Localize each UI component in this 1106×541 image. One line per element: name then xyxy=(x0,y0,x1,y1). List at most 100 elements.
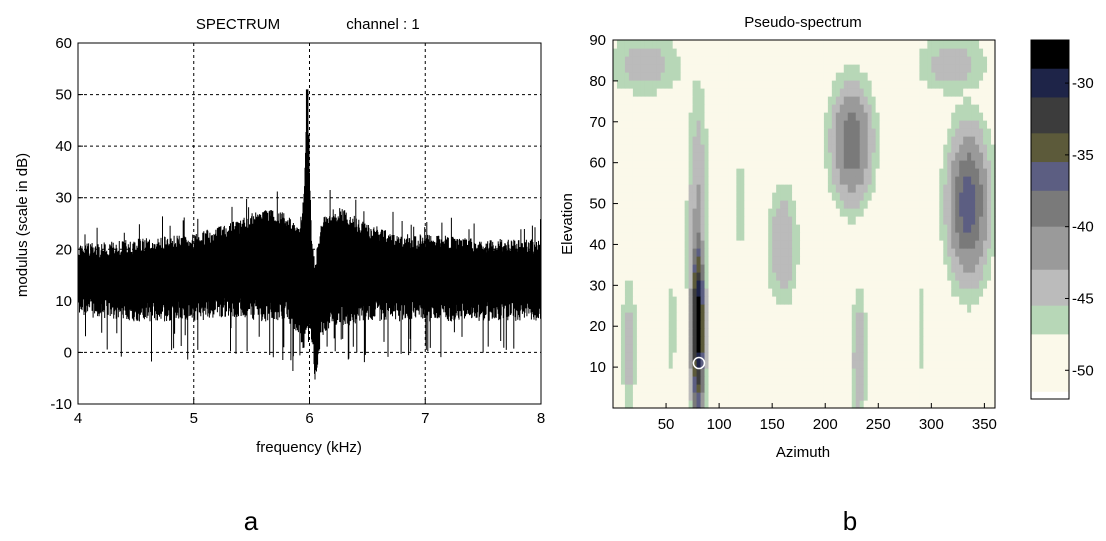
heatmap-cell xyxy=(772,80,777,89)
heatmap-cell xyxy=(672,64,678,73)
heatmap-cell xyxy=(700,152,706,161)
heatmap-cell xyxy=(983,208,988,217)
heatmap-cell xyxy=(672,120,678,129)
heatmap-cell xyxy=(688,184,694,193)
heatmap-cell xyxy=(784,312,789,321)
heatmap-cell xyxy=(724,304,729,313)
heatmap-cell xyxy=(760,64,765,73)
heatmap-cell xyxy=(760,264,765,273)
heatmap-cell xyxy=(839,104,845,113)
heatmap-cell xyxy=(784,304,789,313)
heatmap-cell xyxy=(660,400,666,409)
heatmap-cell xyxy=(648,136,654,145)
heatmap-cell xyxy=(680,160,686,169)
heatmap-cell xyxy=(616,40,622,49)
heatmap-cell xyxy=(891,240,897,249)
heatmap-cell xyxy=(807,328,813,337)
heatmap-cell xyxy=(776,56,781,65)
heatmap-cell xyxy=(871,320,877,329)
heatmap-cell xyxy=(911,216,917,225)
heatmap-cell xyxy=(879,224,885,233)
heatmap-cell xyxy=(660,168,666,177)
heatmap-cell xyxy=(628,144,634,153)
heatmap-cell xyxy=(636,288,642,297)
heatmap-cell xyxy=(720,280,726,289)
heatmap-cell xyxy=(724,200,729,209)
heatmap-cell xyxy=(835,376,841,385)
heatmap-cell xyxy=(975,256,980,265)
heatmap-cell xyxy=(843,392,849,401)
heatmap-cell xyxy=(748,328,753,337)
heatmap-cell xyxy=(911,304,917,313)
heatmap-cell xyxy=(855,288,861,297)
heatmap-cell xyxy=(859,96,865,105)
heatmap-cell xyxy=(768,264,773,273)
heatmap-cell xyxy=(879,40,885,49)
heatmap-cell xyxy=(760,368,765,377)
heatmap-cell xyxy=(748,352,753,361)
heatmap-cell xyxy=(951,376,956,385)
heatmap-cell xyxy=(927,240,932,249)
heatmap-cell xyxy=(772,320,777,329)
heatmap-cell xyxy=(768,120,773,129)
heatmap-cell xyxy=(672,376,678,385)
heatmap-cell xyxy=(664,168,670,177)
heatmap-cell xyxy=(620,256,626,265)
heatmap-cell xyxy=(823,288,829,297)
heatmap-cell xyxy=(700,320,706,329)
heatmap-cell xyxy=(752,208,757,217)
heatmap-cell xyxy=(867,120,873,129)
heatmap-cell xyxy=(736,168,741,177)
heatmap-cell xyxy=(780,272,785,281)
heatmap-cell xyxy=(907,248,913,257)
heatmap-cell xyxy=(692,376,698,385)
heatmap-cell xyxy=(987,56,992,65)
heatmap-cell xyxy=(648,312,654,321)
heatmap-cell xyxy=(935,176,940,185)
heatmap-cell xyxy=(911,120,917,129)
heatmap-cell xyxy=(668,312,674,321)
heatmap-cell xyxy=(907,256,913,265)
heatmap-cell xyxy=(839,320,845,329)
heatmap-cell xyxy=(768,88,773,97)
heatmap-cell xyxy=(835,328,841,337)
heatmap-cell xyxy=(963,280,968,289)
heatmap-cell xyxy=(712,232,718,241)
heatmap-cell xyxy=(963,360,968,369)
heatmap-cell xyxy=(955,112,960,121)
heatmap-cell xyxy=(931,104,936,113)
heatmap-cell xyxy=(620,120,626,129)
heatmap-cell xyxy=(987,328,992,337)
heatmap-cell xyxy=(831,112,837,121)
heatmap-cell xyxy=(819,384,825,393)
heatmap-cell xyxy=(915,400,920,409)
heatmap-cell xyxy=(939,392,944,401)
heatmap-cell xyxy=(907,376,913,385)
heatmap-cell xyxy=(760,104,765,113)
heatmap-cell xyxy=(915,248,920,257)
heatmap-cell xyxy=(987,128,992,137)
heatmap-cell xyxy=(967,192,972,201)
heatmap-cell xyxy=(780,56,785,65)
heatmap-cell xyxy=(804,280,809,289)
heatmap-cell xyxy=(756,80,761,89)
heatmap-cell xyxy=(800,112,805,121)
heatmap-cell xyxy=(632,120,638,129)
heatmap-cell xyxy=(971,176,976,185)
heatmap-cell xyxy=(756,112,761,121)
heatmap-cell xyxy=(951,120,956,129)
heatmap-cell xyxy=(951,304,956,313)
heatmap-cell xyxy=(967,184,972,193)
heatmap-cell xyxy=(947,232,952,241)
heatmap-cell xyxy=(784,328,789,337)
heatmap-cell xyxy=(624,312,630,321)
heatmap-cell xyxy=(987,312,992,321)
spectrum-y-tick-label: 0 xyxy=(64,344,72,361)
heatmap-cell xyxy=(907,232,913,241)
heatmap-cell xyxy=(688,216,694,225)
heatmap-cell xyxy=(943,176,948,185)
heatmap-cell xyxy=(724,56,729,65)
heatmap-cell xyxy=(620,248,626,257)
heatmap-cell xyxy=(839,352,845,361)
heatmap-cell xyxy=(823,344,829,353)
